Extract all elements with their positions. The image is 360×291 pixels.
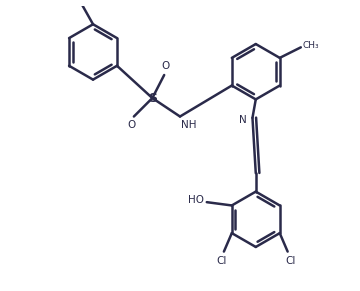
Text: HO: HO xyxy=(188,195,204,205)
Text: Cl: Cl xyxy=(216,255,226,265)
Text: CH₃: CH₃ xyxy=(303,41,319,50)
Text: O: O xyxy=(127,120,135,130)
Text: Cl: Cl xyxy=(285,255,296,265)
Text: CH₃: CH₃ xyxy=(70,0,87,1)
Text: N: N xyxy=(239,116,247,125)
Text: S: S xyxy=(148,92,157,104)
Text: O: O xyxy=(161,61,170,71)
Text: NH: NH xyxy=(181,120,197,130)
